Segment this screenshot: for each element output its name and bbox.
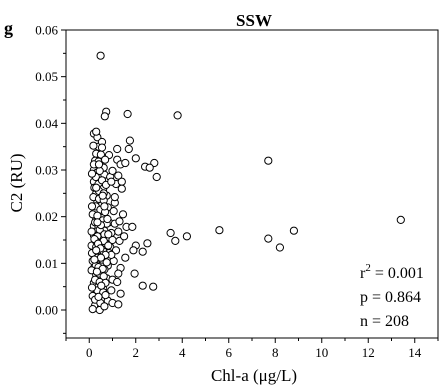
- data-point: [145, 163, 154, 172]
- data-point: [98, 191, 107, 200]
- x-axis-title: Chl-a (μg/L): [211, 366, 297, 385]
- x-tick-label: 0: [86, 345, 93, 360]
- data-point: [120, 232, 129, 241]
- data-point: [92, 183, 101, 192]
- data-point: [100, 202, 109, 211]
- data-point: [123, 109, 132, 119]
- data-point: [92, 127, 101, 136]
- data-point: [121, 158, 130, 168]
- data-point: [264, 156, 273, 165]
- data-point: [109, 207, 118, 216]
- data-point: [87, 202, 97, 211]
- data-point: [131, 154, 140, 163]
- data-point: [110, 193, 119, 202]
- data-point: [114, 227, 123, 236]
- data-point: [289, 226, 298, 235]
- x-tick-label: 12: [362, 345, 375, 360]
- data-point: [92, 246, 101, 255]
- y-tick-label: 0.01: [35, 256, 58, 271]
- data-point: [87, 283, 97, 292]
- data-point: [107, 286, 116, 295]
- data-point: [108, 166, 117, 175]
- data-point: [138, 281, 147, 290]
- data-point: [100, 112, 109, 121]
- x-axis-ticks: 0 2 4 6 8 10 12 14: [65, 338, 439, 360]
- data-point: [129, 246, 138, 255]
- data-point: [114, 171, 123, 180]
- x-tick-label: 4: [179, 345, 186, 360]
- data-point: [152, 172, 161, 182]
- data-point: [118, 210, 128, 219]
- data-point: [275, 243, 284, 252]
- data-point: [113, 277, 122, 287]
- y-tick-label: 0.04: [35, 116, 58, 131]
- data-point: [96, 51, 105, 60]
- data-point: [138, 247, 147, 256]
- x-tick-label: 6: [226, 345, 233, 360]
- data-point: [125, 136, 134, 145]
- data-point: [149, 282, 158, 291]
- data-point: [94, 160, 104, 169]
- data-point: [115, 217, 124, 226]
- stats-annotation: r2 = 0.001 p = 0.864 n = 208: [360, 262, 424, 330]
- data-point: [143, 239, 152, 248]
- y-tick-label: 0.03: [35, 163, 58, 178]
- data-point: [87, 227, 96, 236]
- data-point: [171, 236, 180, 245]
- data-point: [104, 241, 113, 250]
- stat-r-prefix: r: [360, 265, 366, 282]
- data-point: [264, 234, 273, 243]
- y-tick-label: 0.06: [35, 23, 58, 38]
- x-tick-label: 14: [408, 345, 422, 360]
- data-point: [104, 230, 113, 239]
- data-point: [117, 184, 126, 193]
- data-point: [114, 300, 123, 309]
- data-point: [107, 177, 116, 186]
- y-axis-title: C2 (RU): [7, 153, 26, 212]
- stat-r-squared: r2 = 0.001: [360, 262, 424, 282]
- data-point: [93, 218, 102, 227]
- panel-label: g: [4, 18, 13, 38]
- y-tick-label: 0.05: [35, 69, 58, 84]
- stat-n: n = 208: [360, 313, 409, 330]
- y-axis-ticks: 0.00 0.01 0.02 0.03 0.04 0.05 0.06: [35, 23, 66, 334]
- y-tick-label: 0.02: [35, 209, 58, 224]
- data-point: [92, 267, 102, 276]
- data-point: [101, 155, 110, 164]
- x-tick-label: 8: [272, 345, 279, 360]
- data-point: [166, 228, 175, 238]
- stat-r-superscript: 2: [365, 262, 371, 274]
- data-point: [396, 215, 405, 224]
- stat-p-value: p = 0.864: [360, 289, 421, 306]
- data-point: [182, 232, 191, 241]
- data-point: [114, 269, 123, 278]
- x-tick-label: 2: [133, 345, 140, 360]
- data-point: [94, 292, 103, 301]
- data-point: [97, 143, 107, 152]
- chart-title: SSW: [236, 11, 272, 30]
- data-points: [87, 51, 405, 315]
- data-point: [103, 214, 112, 224]
- y-tick-label: 0.00: [35, 303, 58, 318]
- data-point: [173, 111, 182, 120]
- data-point: [124, 144, 133, 154]
- data-point: [97, 281, 106, 290]
- data-point: [87, 169, 97, 178]
- data-point: [215, 226, 224, 235]
- data-point: [128, 222, 137, 231]
- data-point: [90, 255, 99, 264]
- data-point: [89, 141, 98, 150]
- data-point: [116, 289, 125, 298]
- x-tick-label: 10: [315, 345, 328, 360]
- data-point: [121, 253, 130, 262]
- data-point: [113, 144, 122, 154]
- data-point: [100, 302, 109, 311]
- stat-r-value: = 0.001: [371, 265, 424, 282]
- data-point: [88, 305, 97, 314]
- data-point: [130, 269, 139, 278]
